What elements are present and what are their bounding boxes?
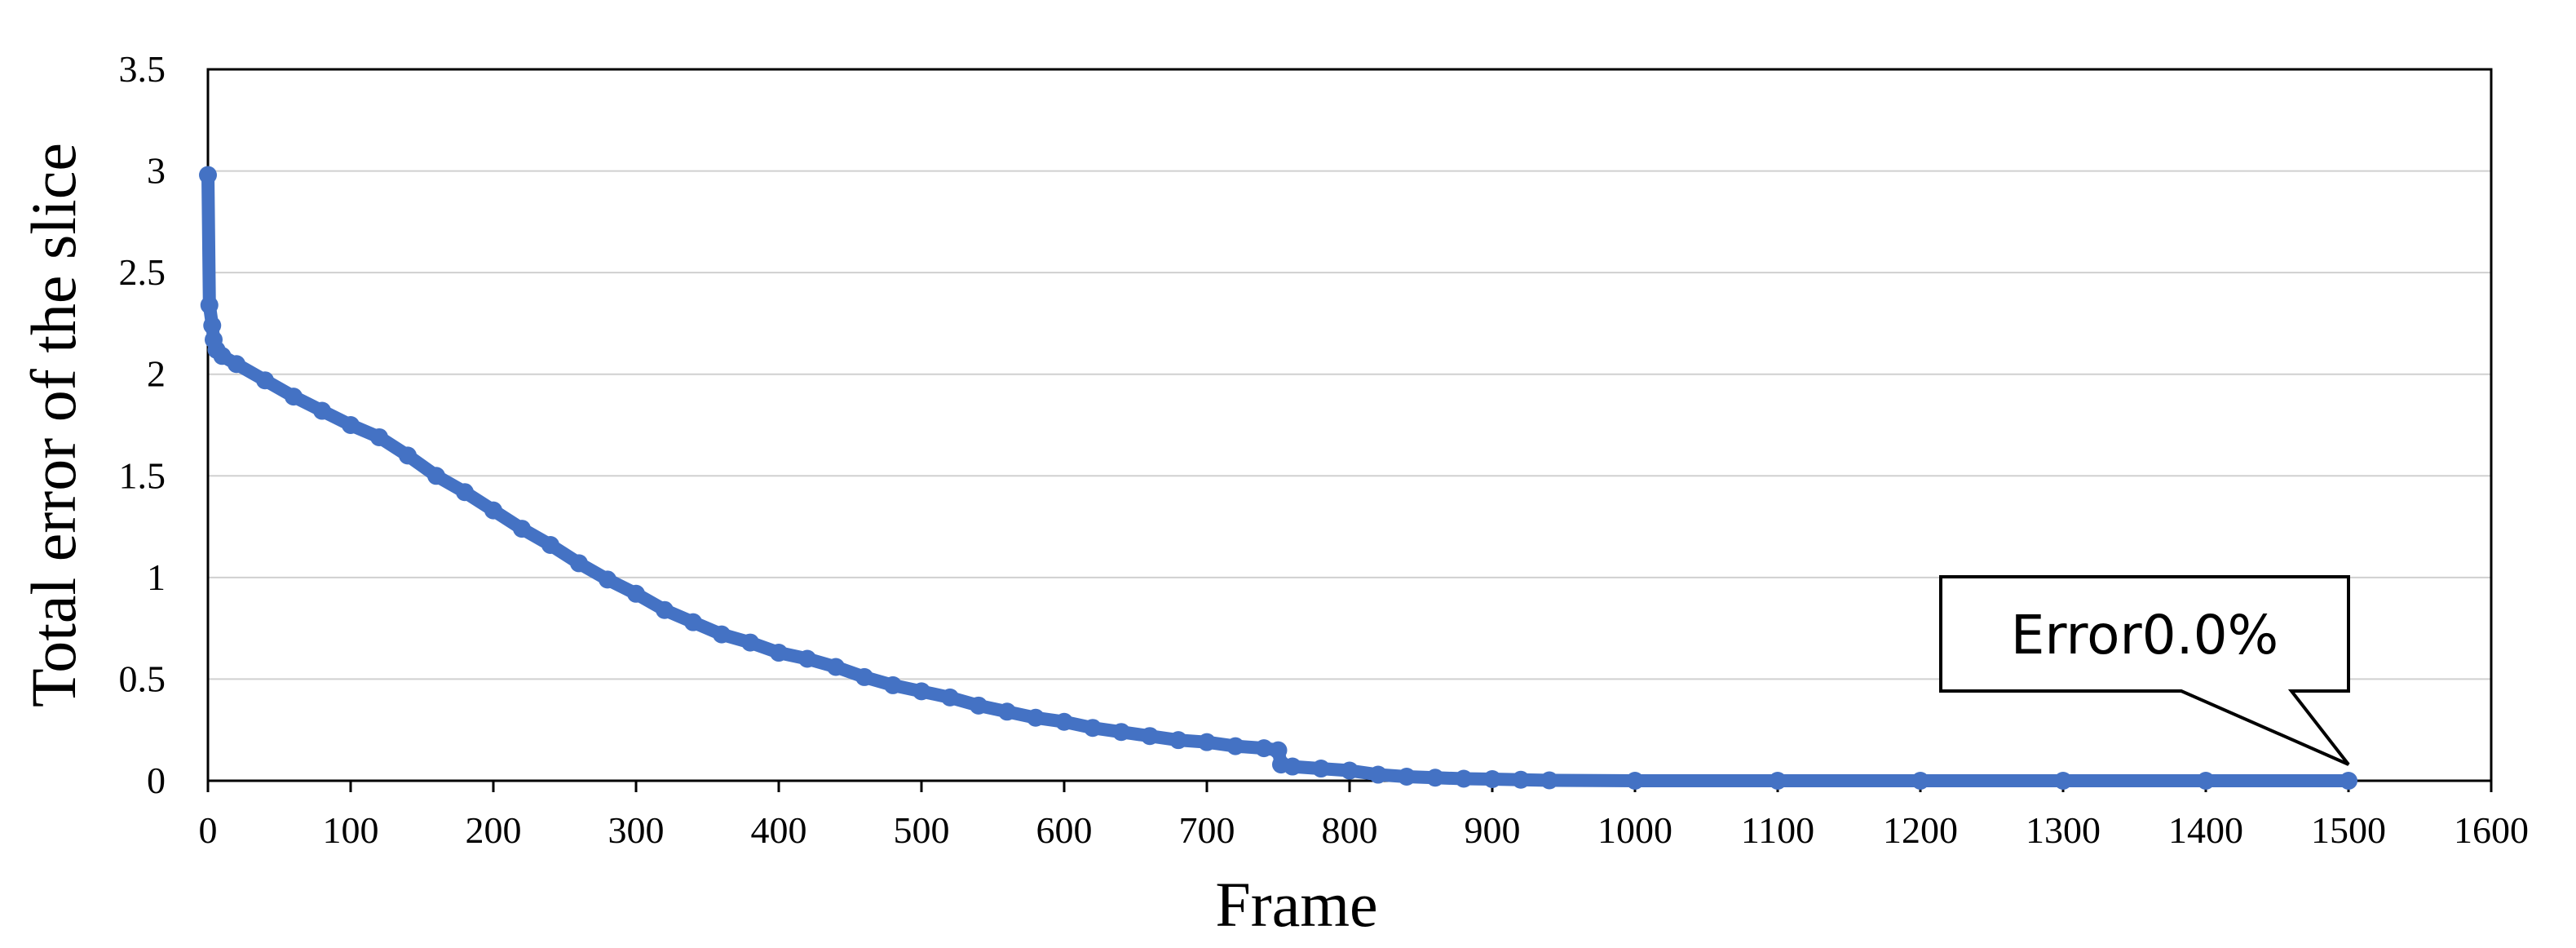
data-point — [1312, 760, 1330, 778]
data-point — [998, 702, 1016, 721]
data-point — [1169, 731, 1187, 750]
x-tick-label: 1500 — [2311, 809, 2386, 851]
y-tick-label: 1.5 — [119, 454, 166, 496]
series — [199, 166, 2357, 790]
data-point — [1426, 769, 1444, 787]
data-point — [1398, 768, 1416, 786]
data-point — [656, 600, 674, 619]
data-point — [200, 296, 219, 315]
x-axis-ticks: 0 100 200 300 400 500 600 700 800 900 1000 1100 1200… — [199, 781, 2529, 851]
data-point — [203, 316, 222, 334]
data-point — [399, 446, 417, 465]
data-point — [1512, 770, 1530, 789]
y-tick-label: 3.5 — [119, 48, 166, 90]
data-point — [741, 633, 759, 652]
data-point — [1084, 719, 1102, 738]
y-tick-label: 1 — [147, 556, 166, 598]
data-point — [427, 467, 445, 485]
data-point — [713, 625, 731, 644]
x-tick-label: 800 — [1322, 809, 1378, 851]
data-point — [1027, 708, 1045, 727]
data-point — [770, 644, 788, 662]
data-point — [256, 371, 274, 390]
y-axis-title: Total error of the slice — [18, 143, 89, 707]
data-point — [541, 535, 559, 554]
data-point — [285, 388, 303, 406]
data-point — [884, 676, 902, 694]
data-point — [213, 347, 232, 365]
data-point — [342, 416, 360, 434]
data-point — [1911, 772, 1929, 790]
data-point — [970, 696, 988, 715]
x-tick-label: 900 — [1465, 809, 1521, 851]
y-tick-label: 0 — [147, 760, 166, 801]
y-axis-ticks: 0 0.5 1 1.5 2 2.5 3 3.5 — [119, 48, 166, 801]
data-point — [2197, 772, 2215, 790]
x-tick-label: 1600 — [2454, 809, 2529, 851]
x-tick-label: 0 — [199, 809, 218, 851]
error-callout: Error0.0% — [1939, 575, 2350, 766]
data-point — [1112, 723, 1130, 742]
x-tick-label: 1000 — [1597, 809, 1672, 851]
data-point — [1226, 737, 1244, 755]
y-tick-label: 2.5 — [119, 251, 166, 293]
x-tick-label: 300 — [608, 809, 665, 851]
x-tick-label: 700 — [1179, 809, 1235, 851]
x-axis-title: Frame — [1215, 869, 1377, 940]
data-point — [798, 649, 816, 668]
data-point — [484, 501, 502, 520]
x-tick-label: 1200 — [1883, 809, 1958, 851]
data-point — [313, 401, 331, 420]
y-tick-label: 2 — [147, 353, 166, 395]
data-point — [1198, 733, 1216, 751]
data-point — [1626, 772, 1644, 790]
data-point — [1269, 741, 1288, 760]
callout-box — [1939, 575, 2350, 766]
data-point — [912, 682, 930, 701]
data-point — [570, 554, 588, 573]
y-tick-label: 3 — [147, 150, 166, 192]
data-point — [1284, 757, 1301, 776]
data-point — [1369, 765, 1387, 784]
data-point — [855, 667, 873, 686]
x-tick-label: 500 — [894, 809, 950, 851]
x-tick-label: 200 — [466, 809, 522, 851]
data-point — [513, 520, 531, 538]
data-point — [1540, 771, 1558, 790]
x-tick-label: 100 — [323, 809, 379, 851]
data-point — [827, 658, 845, 676]
data-point — [1055, 712, 1073, 731]
data-point — [1455, 769, 1473, 788]
data-point — [456, 483, 474, 502]
data-point — [599, 570, 616, 589]
data-point — [1483, 770, 1501, 789]
data-point — [2054, 772, 2072, 790]
data-point — [1141, 727, 1159, 746]
data-point — [1769, 772, 1787, 790]
x-tick-label: 1400 — [2168, 809, 2243, 851]
data-point — [684, 613, 702, 631]
y-tick-label: 0.5 — [119, 658, 166, 699]
data-point — [1341, 761, 1359, 780]
data-point — [1255, 739, 1273, 758]
x-tick-label: 400 — [751, 809, 807, 851]
data-point — [199, 166, 217, 184]
x-tick-label: 600 — [1036, 809, 1093, 851]
data-point — [2340, 772, 2357, 790]
data-point — [627, 584, 645, 603]
x-tick-label: 1300 — [2026, 809, 2101, 851]
data-point — [941, 688, 959, 707]
data-point — [228, 355, 245, 374]
x-tick-label: 1100 — [1741, 809, 1814, 851]
callout-label: Error0.0% — [2011, 604, 2279, 667]
data-point — [370, 427, 388, 446]
